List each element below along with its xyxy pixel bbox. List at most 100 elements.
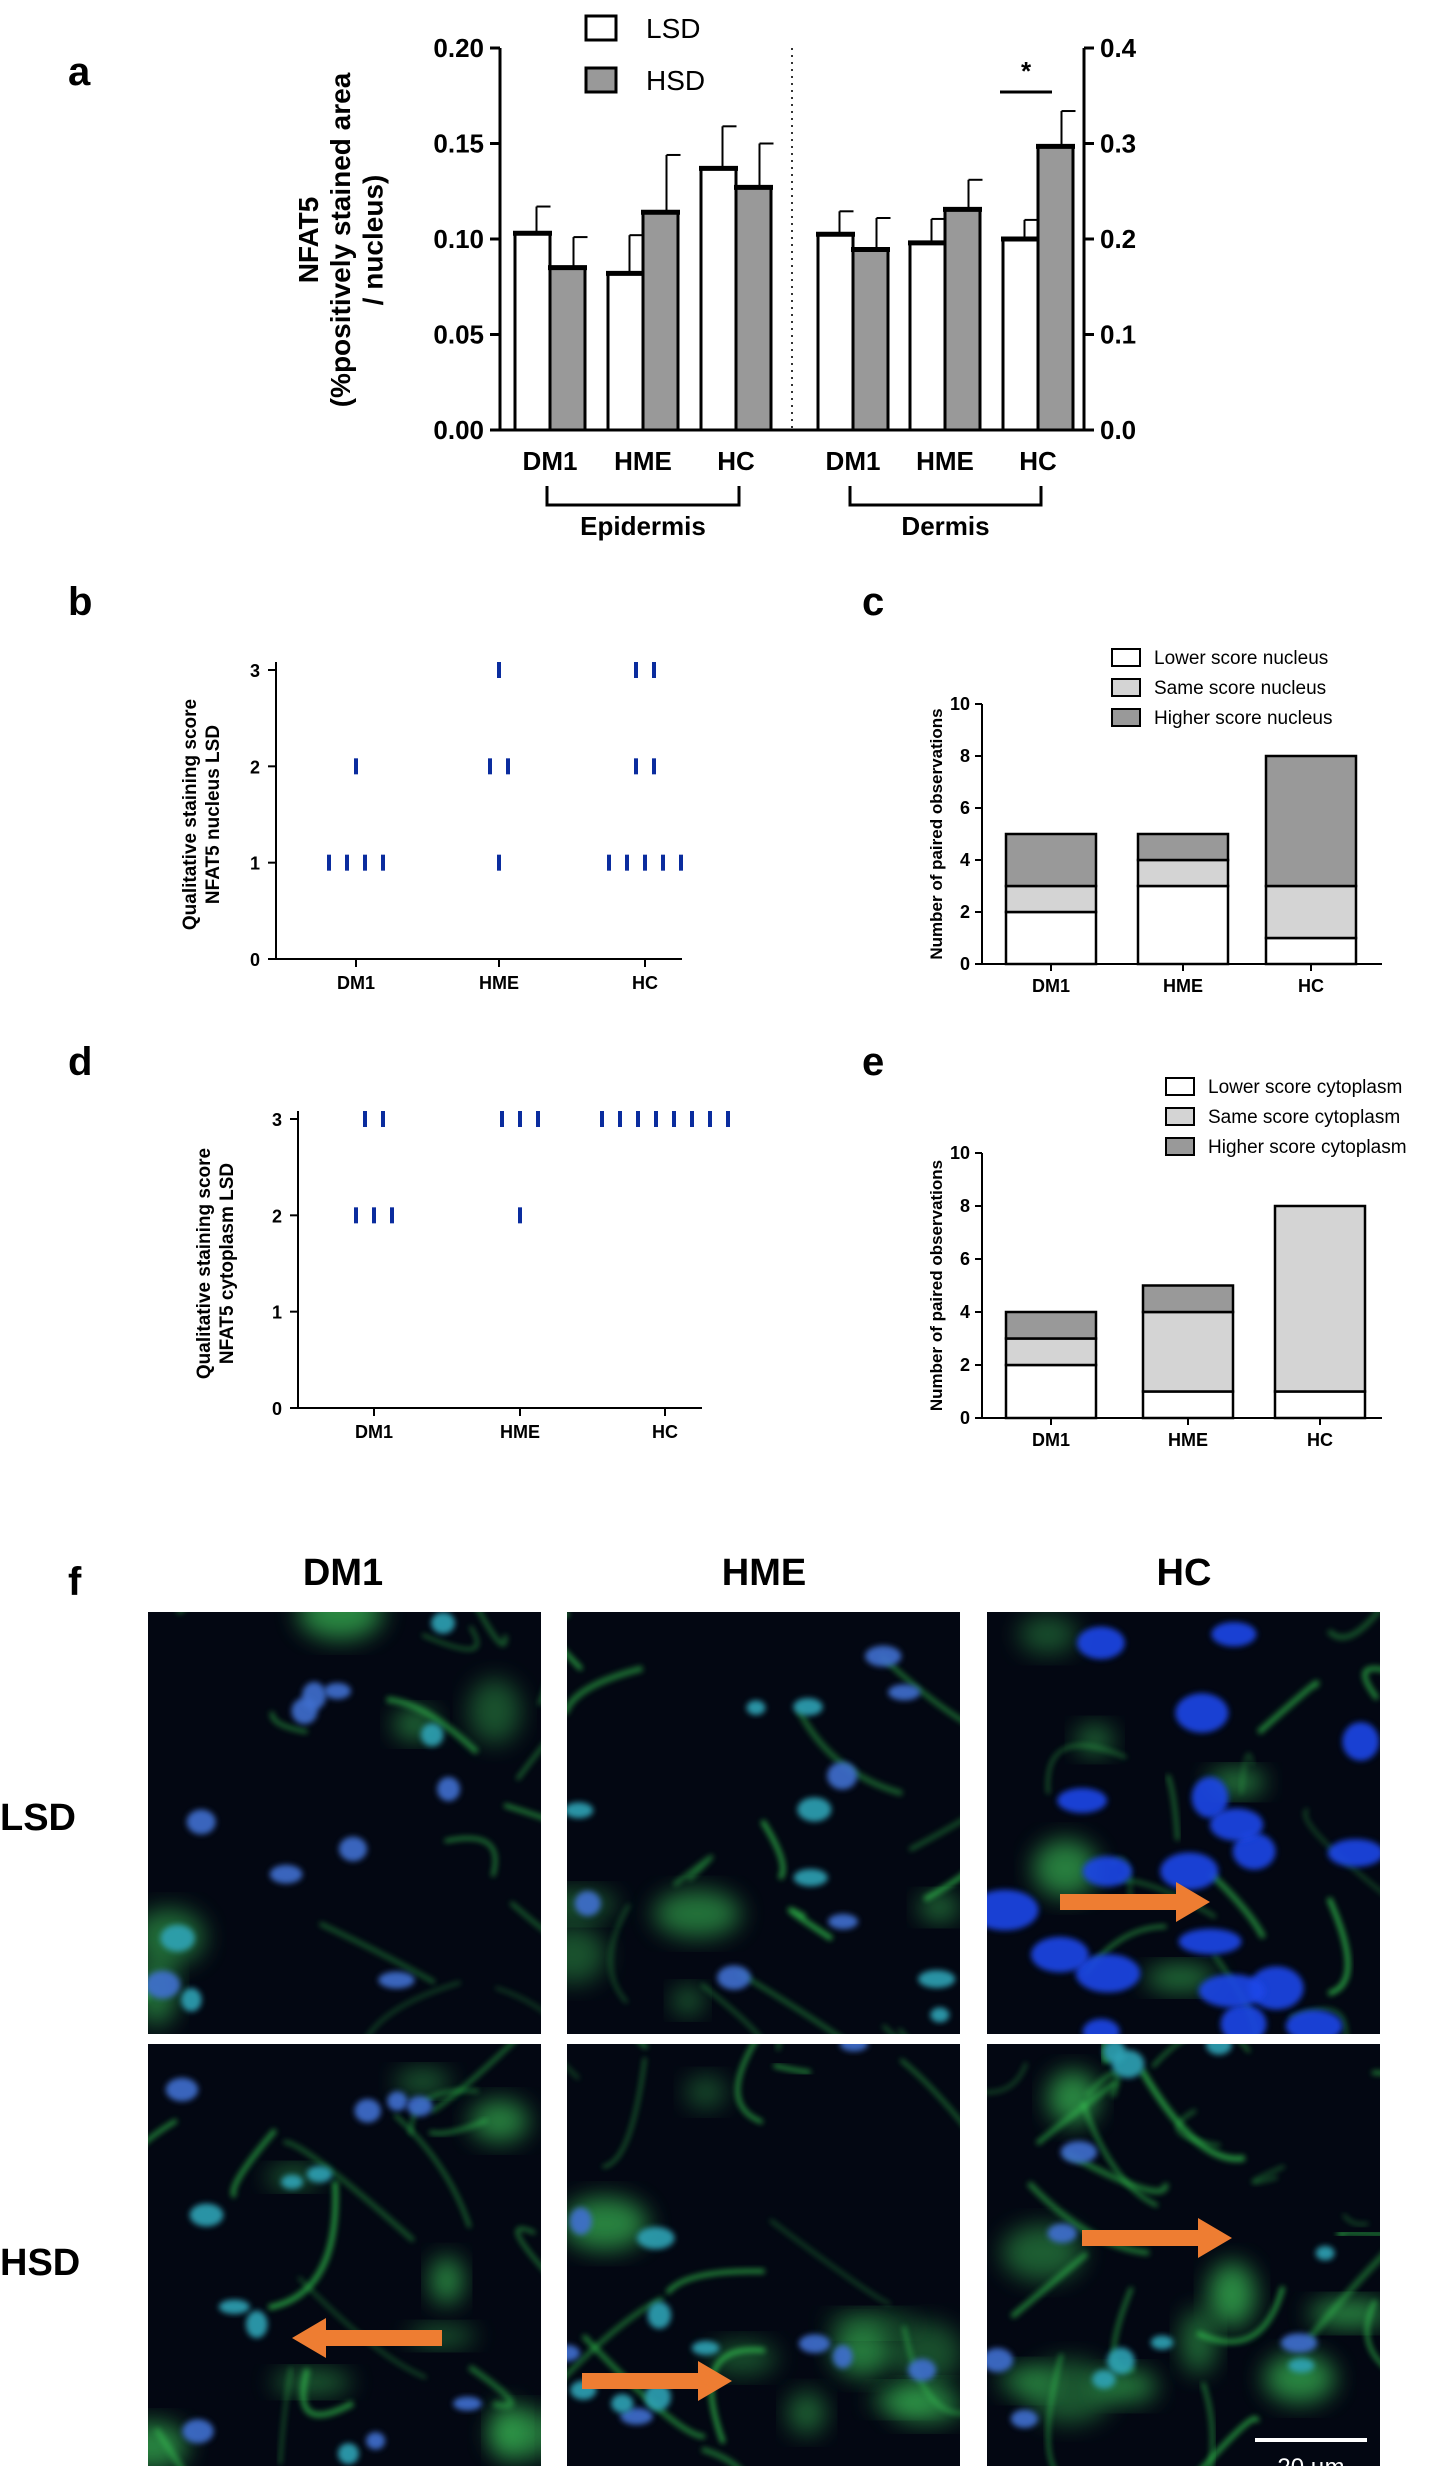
a-legend-label: LSD [646,13,700,44]
e-bar-segment [1004,1363,1098,1420]
c-x-tick-label: DM1 [1032,976,1070,996]
nucleus [1160,1852,1219,1890]
cytoplasm [272,2370,352,2394]
nucleus [827,1761,858,1790]
e-y-axis-label: Number of paired observations [927,1160,946,1411]
c-bar-segment [1264,936,1358,966]
a-bar [1036,144,1075,432]
e-bar-segment [1141,1390,1235,1420]
e-bar-segment [1273,1204,1367,1393]
micro-hsd-dm1 [148,2044,541,2466]
nucleus [218,2299,250,2315]
e-legend-label: Lower score cytoplasm [1208,1077,1402,1098]
cytoplasm [470,2099,529,2142]
nucleus [987,2348,1014,2373]
nucleus [567,2344,581,2362]
nucleus [1010,2409,1038,2428]
a-y-axis-label-line: / nucleus) [357,175,388,306]
fiber [268,2181,339,2311]
nucleus [160,1924,195,1952]
a-y-axis-label: NFAT5(%positively stained area/ nucleus) [293,72,388,407]
fiber [1251,2165,1285,2184]
c-legend-label: Higher score nucleus [1154,708,1332,729]
a-x-tick-label: DM1 [826,446,881,476]
column-header-hc: HC [1157,1552,1212,1594]
nucleus [574,1890,601,1917]
nucleus [1288,2358,1315,2373]
d-y-tick-label: 2 [272,1206,282,1226]
cytoplasm [672,1987,703,2014]
a-x-tick-label: DM1 [523,446,578,476]
a-bar [734,185,773,432]
cytoplasm [1263,2353,1336,2403]
c-y-tick-label: 6 [960,798,970,818]
e-y-tick-label: 10 [950,1143,970,1163]
a-legend-swatch [584,14,618,42]
a-bar [943,207,982,432]
nucleus [839,2044,869,2052]
cytoplasm [468,1678,521,1744]
row-header-hsd: HSD [0,2242,80,2284]
fiber [1371,2070,1380,2075]
c-y-tick-label: 2 [960,902,970,922]
a-legend-swatch [584,66,618,94]
nucleus [691,2340,720,2356]
panel-f: DM1 HME HC LSD HSD 20 µm [0,1552,1380,2481]
micro-lsd-hc [987,1612,1380,2034]
c-bar-segment [1004,832,1098,888]
fiber [987,2062,1028,2094]
nucleus [181,1988,202,2012]
nucleus [437,1776,461,1802]
a-legend-label: HSD [646,65,705,96]
fiber [1151,2044,1251,2068]
b-y-tick-label: 3 [250,661,260,681]
c-legend-swatch [1111,678,1141,697]
b-y-axis-label-line: Qualitative staining score [180,699,201,930]
c-y-axis-label: Number of paired observations [927,708,946,959]
e-y-tick-label: 2 [960,1355,970,1375]
nucleus [354,2098,381,2123]
a-y-axis-label-line: NFAT5 [293,197,324,284]
d-y-tick-label: 1 [272,1303,282,1323]
e-legend-label: Higher score cytoplasm [1208,1137,1407,1158]
e-y-tick-label: 6 [960,1249,970,1269]
nucleus [148,1970,181,1999]
panel-label-a: a [68,50,91,94]
c-x-tick-label: HME [1163,976,1203,996]
a-bar [548,266,587,432]
fiber [516,2227,541,2269]
fiber [899,2058,960,2123]
nucleus [647,2301,672,2329]
cytoplasm [888,2386,960,2423]
nucleus [567,1802,594,1819]
fiber [393,2113,471,2228]
chart-b: 0 1 2 3 DM1 HME HC Qualitative staining scoreNF… [180,661,683,993]
fiber [177,1612,183,1615]
a-group-label: Dermis [901,511,989,541]
e-y-tick-label: 0 [960,1408,970,1428]
fiber [701,2446,740,2466]
c-bar-segment [1264,884,1358,940]
fiber [477,1612,508,1647]
fiber [1336,2231,1380,2238]
fiber [515,1745,541,1781]
nucleus [1205,2044,1232,2055]
c-legend-swatch [1111,648,1141,667]
nucleus [245,2310,268,2339]
cytoplasm [148,2422,188,2466]
cytoplasm [1309,2299,1380,2328]
e-bar-segment [1004,1337,1098,1367]
a-x-tick-label: HME [916,446,974,476]
e-legend-swatch [1165,1137,1195,1156]
fiber [1342,2213,1369,2226]
e-bar-segment [1141,1310,1235,1393]
nucleus [746,1700,766,1716]
cytoplasm [491,2402,525,2460]
e-legend-label: Same score cytoplasm [1208,1107,1400,1128]
fiber [1326,1612,1380,1640]
a-left-tick-label: 0.15 [433,129,484,159]
a-x-tick-label: HC [717,446,755,476]
fiber [1201,2416,1260,2466]
cytoplasm [395,2069,451,2094]
